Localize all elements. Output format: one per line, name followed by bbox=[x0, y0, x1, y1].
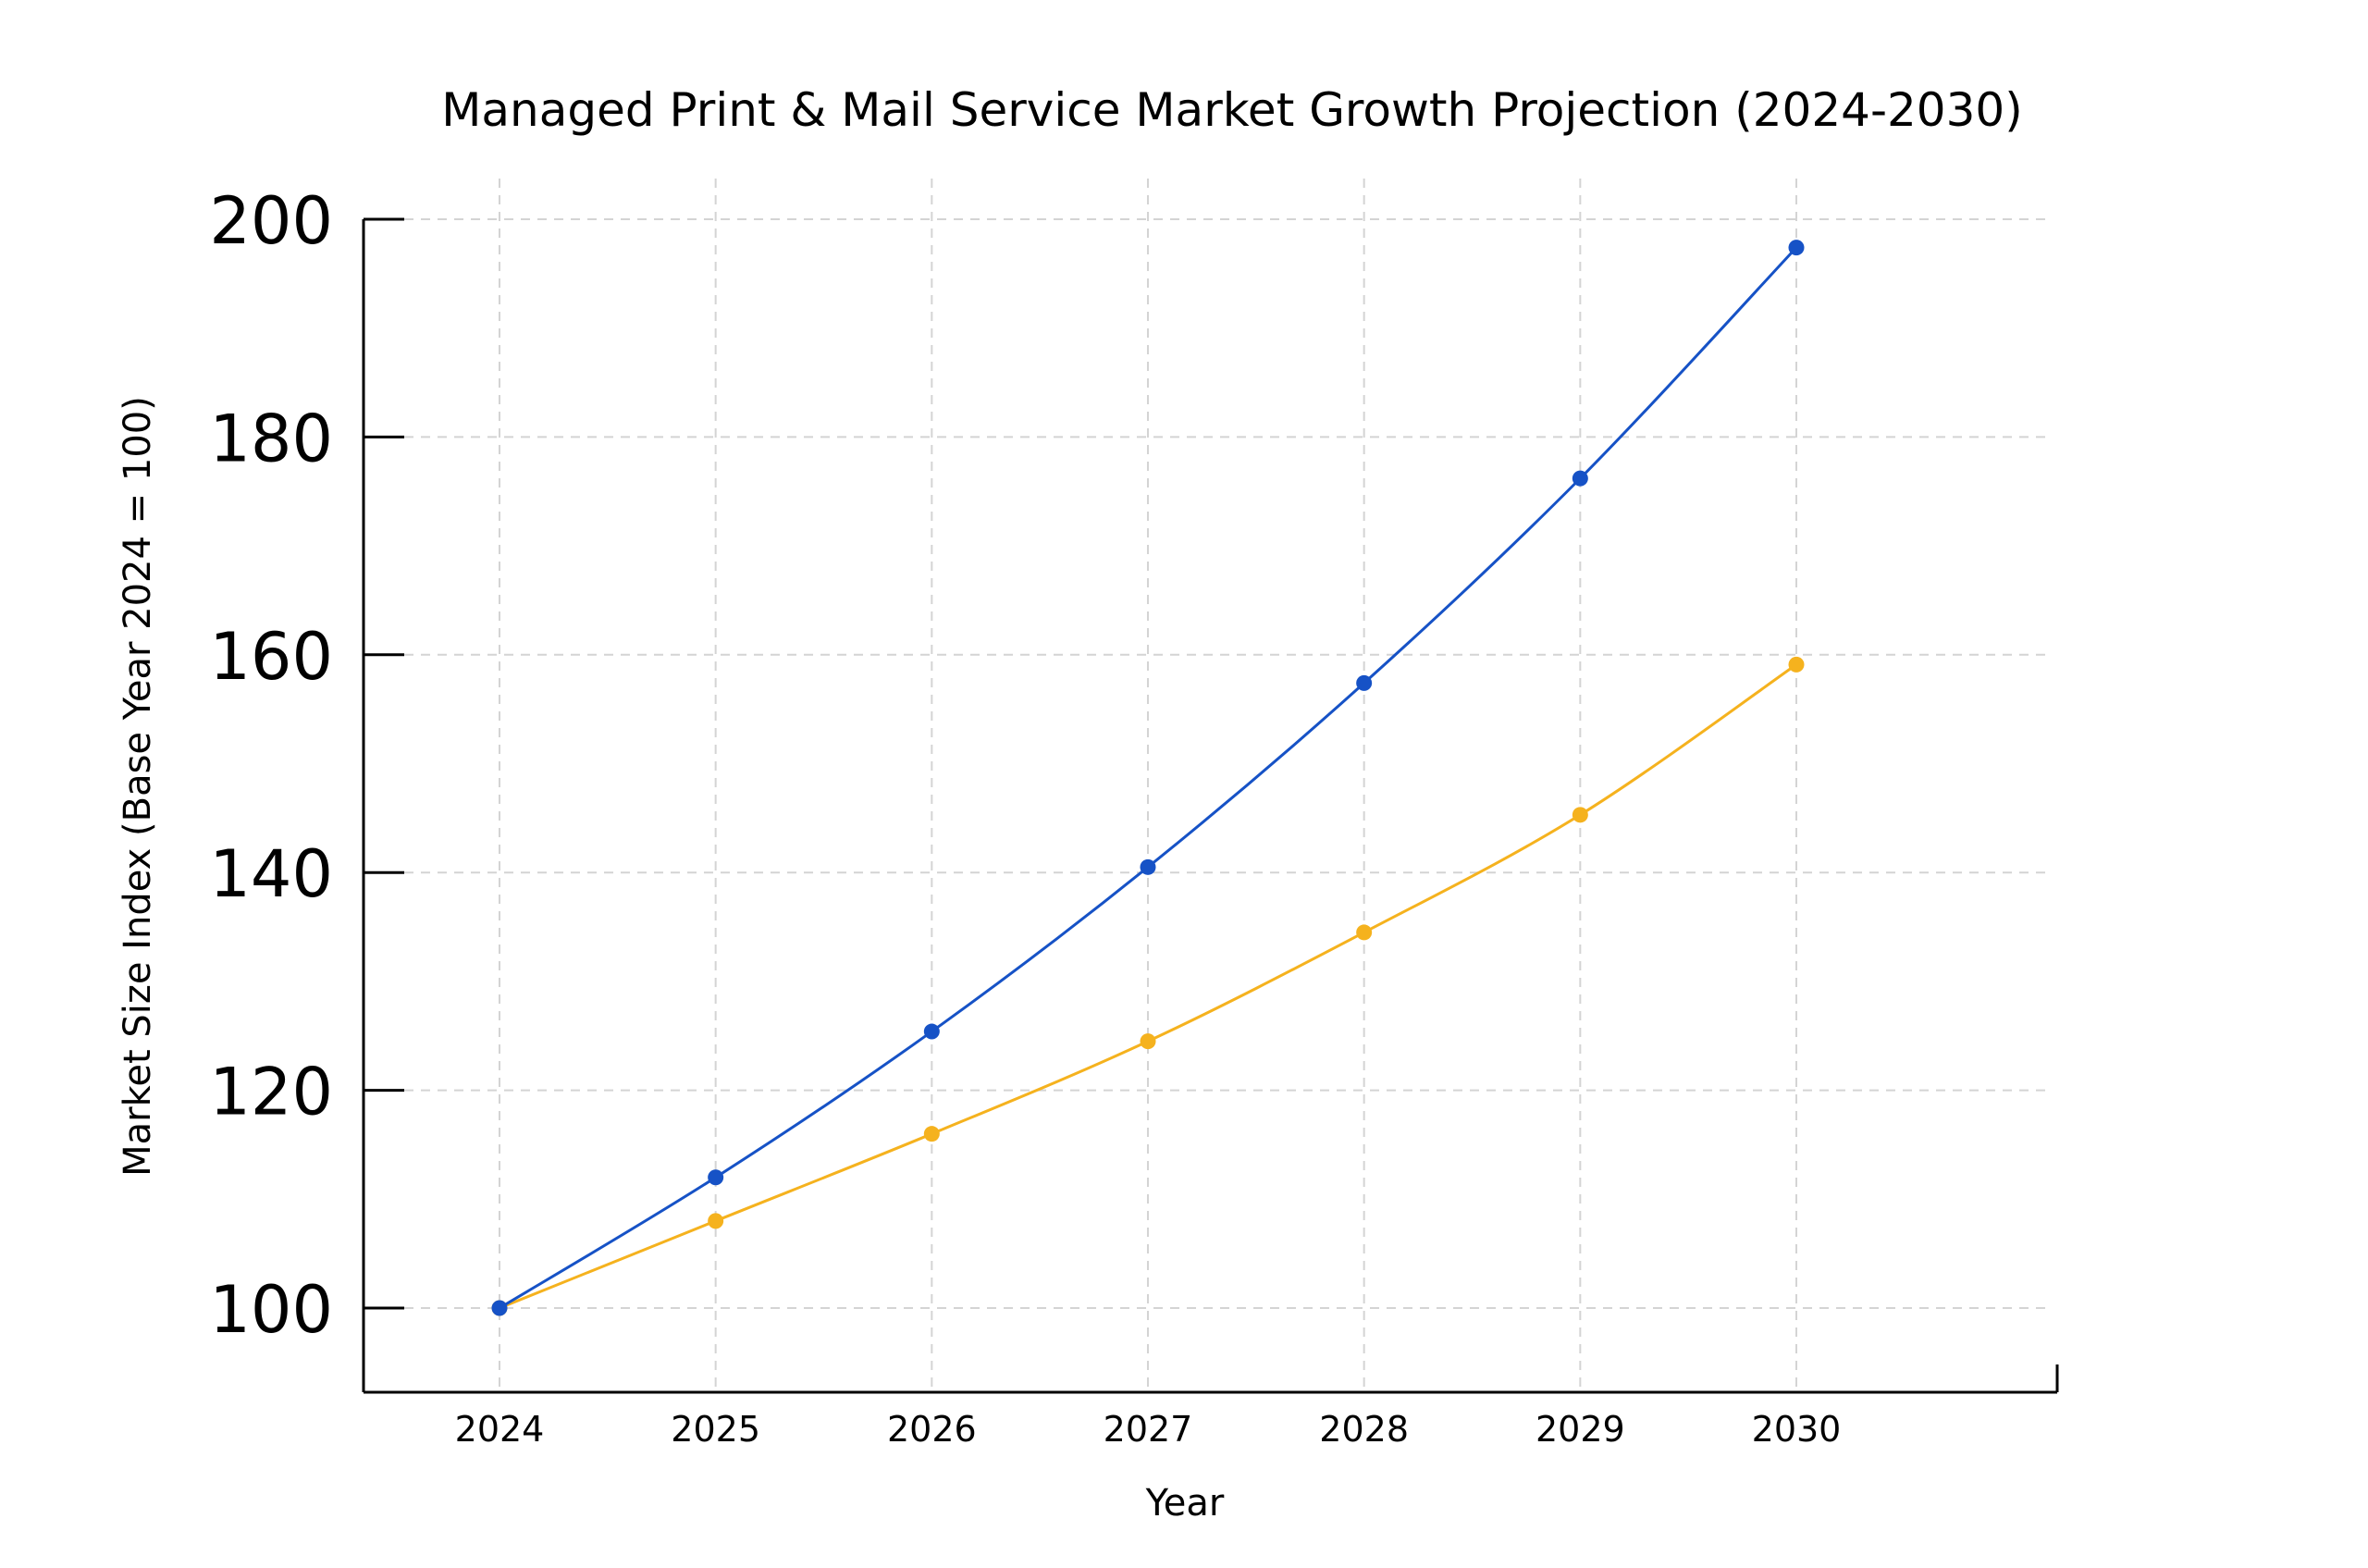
x-tick-label: 2030 bbox=[1752, 1409, 1842, 1450]
data-point bbox=[708, 1169, 724, 1186]
y-tick-label: 200 bbox=[209, 183, 333, 259]
data-point bbox=[1572, 470, 1588, 487]
grid bbox=[404, 179, 2052, 1392]
x-axis-label: Year bbox=[1145, 1482, 1225, 1525]
x-tick-label: 2027 bbox=[1104, 1409, 1193, 1450]
x-tick-label: 2029 bbox=[1536, 1409, 1625, 1450]
data-point bbox=[1356, 924, 1373, 941]
y-tick-label: 180 bbox=[209, 401, 333, 476]
x-tick-label: 2028 bbox=[1319, 1409, 1409, 1450]
x-ticks: 2024 2025 2026 2027 2028 2029 2030 bbox=[455, 1409, 1842, 1450]
x-tick-label: 2025 bbox=[671, 1409, 760, 1450]
data-point bbox=[491, 1300, 508, 1316]
series-series-1-blue- bbox=[491, 240, 1805, 1316]
series bbox=[491, 240, 1805, 1316]
data-point bbox=[1140, 858, 1156, 875]
data-point bbox=[1572, 807, 1588, 823]
data-point bbox=[1788, 656, 1805, 673]
y-ticks: 100 120 140 160 180 200 bbox=[209, 183, 404, 1348]
data-point bbox=[1140, 1033, 1156, 1050]
y-tick-label: 140 bbox=[209, 836, 333, 912]
y-tick-label: 120 bbox=[209, 1055, 333, 1130]
data-point bbox=[1356, 674, 1373, 691]
y-tick-label: 160 bbox=[209, 619, 333, 695]
data-point bbox=[1788, 240, 1805, 256]
data-point bbox=[923, 1126, 940, 1142]
data-point bbox=[923, 1023, 940, 1040]
x-tick-label: 2024 bbox=[455, 1409, 545, 1450]
x-tick-label: 2026 bbox=[887, 1409, 977, 1450]
y-tick-label: 100 bbox=[209, 1272, 333, 1348]
data-point bbox=[708, 1213, 724, 1229]
y-axis-label: Market Size Index (Base Year 2024 = 100) bbox=[117, 396, 159, 1177]
axes bbox=[362, 219, 2059, 1394]
chart-title: Managed Print & Mail Service Market Grow… bbox=[441, 83, 2023, 137]
